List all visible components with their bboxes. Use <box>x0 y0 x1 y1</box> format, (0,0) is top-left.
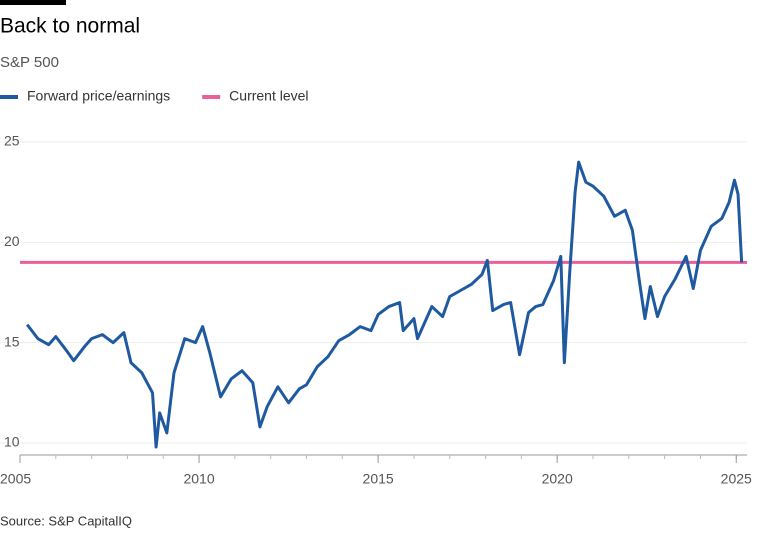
x-tick-label: 2005 <box>0 471 31 487</box>
y-tick-label: 10 <box>4 434 20 450</box>
source: Source: S&P CapitalIQ <box>0 513 132 528</box>
y-tick-label: 25 <box>4 133 20 149</box>
x-tick-label: 2025 <box>721 471 752 487</box>
chart-title: Back to normal <box>0 15 140 38</box>
y-tick-label: 20 <box>4 233 20 249</box>
x-tick-label: 2010 <box>183 471 214 487</box>
legend-label: Current level <box>229 88 308 104</box>
line-series <box>25 160 744 449</box>
legend-label: Forward price/earnings <box>27 88 170 104</box>
y-tick-label: 15 <box>4 333 20 349</box>
brand-bar <box>0 0 66 5</box>
x-tick-label: 2020 <box>542 471 573 487</box>
chart-subtitle: S&P 500 <box>0 54 59 71</box>
x-tick-label: 2015 <box>363 471 394 487</box>
